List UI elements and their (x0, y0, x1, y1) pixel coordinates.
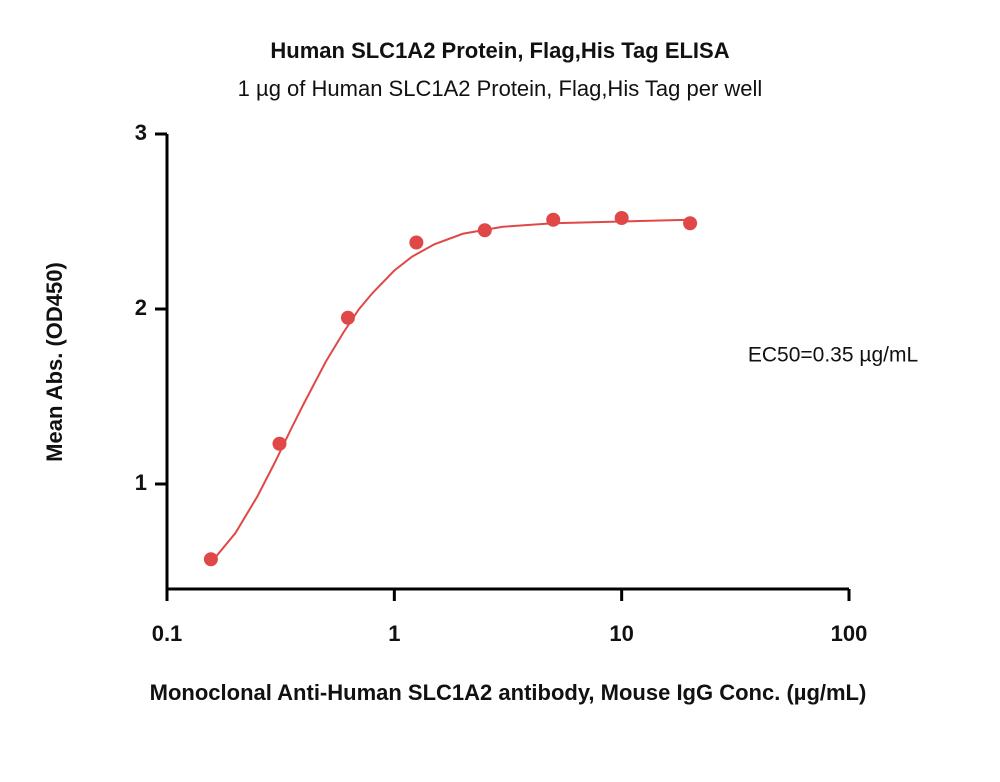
x-axis-label: Monoclonal Anti-Human SLC1A2 antibody, M… (150, 680, 867, 705)
data-point (546, 212, 561, 227)
x-tick-label: 0.1 (152, 621, 183, 646)
y-tick-label: 2 (135, 295, 147, 320)
data-point (683, 216, 698, 231)
y-tick-label: 3 (135, 120, 147, 145)
x-tick-label: 100 (831, 621, 868, 646)
data-point (203, 552, 218, 567)
fit-curve (210, 218, 691, 564)
chart-subtitle: 1 µg of Human SLC1A2 Protein, Flag,His T… (238, 76, 763, 101)
chart-title: Human SLC1A2 Protein, Flag,His Tag ELISA (270, 38, 729, 63)
x-tick-label: 10 (609, 621, 633, 646)
annotation: EC50=0.35 µg/mL (748, 344, 918, 367)
data-point (409, 235, 424, 250)
y-axis-label: Mean Abs. (OD450) (42, 262, 67, 462)
y-tick-label: 1 (135, 470, 147, 495)
data-point (614, 211, 629, 225)
x-tick-label: 1 (388, 621, 400, 646)
